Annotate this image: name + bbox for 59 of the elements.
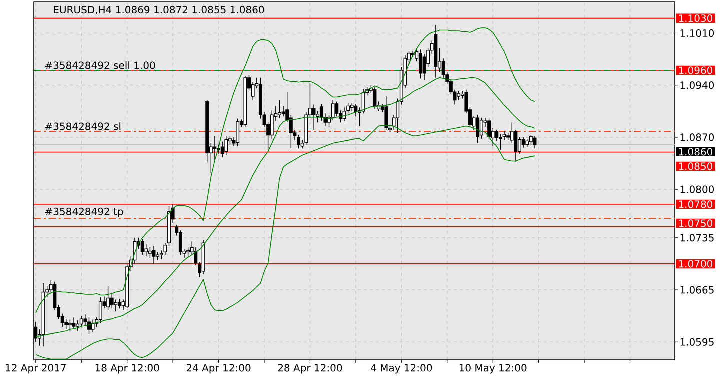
x-tick-label: 28 Apr 12:00 (278, 364, 342, 374)
x-tick-label: 24 Apr 12:00 (186, 364, 251, 374)
candlestick (76, 320, 80, 332)
x-tick-label: 18 Apr 12:00 (96, 364, 160, 374)
ref-line-label: 1.0860 (679, 148, 713, 156)
candlestick (418, 49, 422, 80)
candlestick (148, 247, 152, 258)
candlestick (354, 104, 358, 117)
candlestick (522, 137, 526, 148)
candlestick (384, 96, 388, 130)
ref-line-label: 1.0960 (679, 66, 713, 74)
candlestick (224, 136, 228, 156)
candlestick (270, 110, 274, 140)
candlestick (140, 239, 144, 256)
candlestick (178, 230, 182, 256)
y-tick-label: 1.0665 (680, 286, 714, 294)
candlestick (362, 88, 366, 114)
x-tick-label: 10 May 12:00 (460, 364, 527, 374)
candlestick (98, 297, 102, 324)
candlestick (144, 244, 148, 257)
candlestick (91, 319, 95, 333)
candlestick (282, 106, 286, 117)
candlestick (118, 298, 122, 309)
ref-line-label: #358428492 tp (45, 208, 124, 218)
candlestick (72, 317, 76, 330)
candlestick (476, 114, 480, 144)
candlestick (335, 101, 339, 117)
ref-line-label: #358428492 sl (45, 122, 121, 130)
candlestick (68, 319, 72, 332)
candlestick (110, 293, 114, 309)
candlestick (106, 286, 110, 310)
candlestick (152, 246, 156, 264)
candlestick (114, 299, 118, 312)
y-tick-label: 1.0940 (680, 82, 714, 90)
candlestick (236, 118, 240, 147)
y-tick-label: 1.0735 (680, 234, 714, 242)
x-tick-label: 12 Apr 2017 (6, 364, 66, 374)
ref-line-label: 1.0700 (679, 260, 713, 268)
ref-line-label: 1.0850 (679, 162, 713, 170)
candlestick (422, 54, 426, 80)
y-tick-label: 1.0800 (680, 186, 714, 194)
candlestick (502, 131, 506, 141)
candlestick (278, 100, 282, 118)
candlestick (480, 118, 484, 140)
ref-line-label: 1.0780 (679, 200, 713, 208)
chart-title: EURUSD,H4 1.0869 1.0872 1.0855 1.0860 (54, 6, 264, 15)
candlestick (88, 317, 91, 334)
candlestick (529, 134, 533, 146)
candlestick (498, 134, 502, 150)
y-tick-label: 1.0595 (680, 338, 714, 346)
ref-line-label: #358428492 sell 1.00 (45, 62, 156, 70)
candlestick (495, 130, 499, 142)
candlestick (331, 100, 335, 121)
ref-line-label: 1.1030 (679, 14, 713, 22)
ref-line-label: 1.0750 (679, 220, 713, 228)
x-tick-label: 4 May 12:00 (371, 364, 432, 374)
y-tick-label: 1.0870 (680, 134, 714, 142)
candlestick (312, 104, 316, 130)
y-tick-label: 1.1010 (680, 29, 714, 38)
